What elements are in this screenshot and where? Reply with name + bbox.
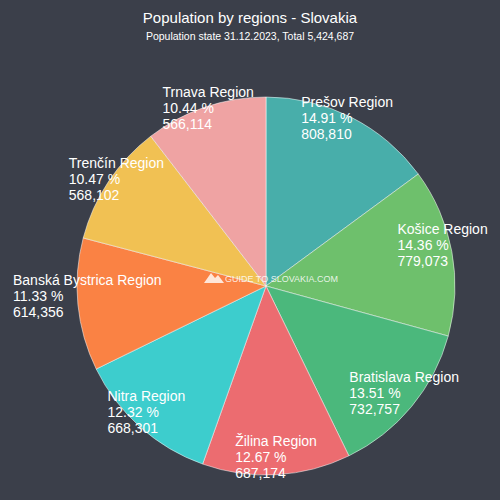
population-label: 614,356 [13, 304, 64, 320]
population-label: 808,810 [301, 126, 352, 142]
category-label: Banská Bystrica Region [13, 272, 162, 288]
value-label: 10.47 % [69, 171, 120, 187]
slice-label: Bratislava Region13.51 %732,757 [349, 369, 459, 417]
data-labels: Prešov Region14.91 %808,810 Košice Region… [13, 84, 488, 481]
value-label: 11.33 % [13, 288, 63, 304]
value-label: 10.44 % [163, 100, 214, 116]
population-label: 566,114 [163, 116, 213, 132]
slice-label: Trenčín Region10.47 %568,102 [69, 155, 164, 203]
watermark: GUIDE TO SLOVAKIA.COM [204, 273, 338, 284]
watermark-text: GUIDE TO SLOVAKIA.COM [225, 274, 338, 284]
category-label: Košice Region [397, 221, 487, 237]
category-label: Prešov Region [301, 94, 393, 110]
chart: Population by regions - Slovakia Populati… [0, 0, 500, 500]
population-label: 687,174 [235, 465, 286, 481]
population-label: 779,073 [397, 253, 448, 269]
slice-label: Prešov Region14.91 %808,810 [301, 94, 393, 142]
subtitle: Population state 31.12.2023, Total 5,424… [146, 30, 354, 42]
value-label: 12.67 % [235, 449, 286, 465]
category-label: Bratislava Region [349, 369, 459, 385]
slice-label: Nitra Region12.32 %668,301 [107, 388, 185, 436]
category-label: Nitra Region [107, 388, 185, 404]
slice-label: Banská Bystrica Region11.33 %614,356 [13, 272, 162, 320]
slice [151, 97, 266, 286]
category-label: Žilina Region [235, 433, 317, 449]
watermark-icon [204, 273, 224, 283]
population-label: 568,102 [69, 187, 120, 203]
population-label: 732,757 [349, 401, 400, 417]
category-label: Trenčín Region [69, 155, 164, 171]
slice-label: Žilina Region12.67 %687,174 [235, 433, 317, 481]
value-label: 13.51 % [349, 385, 400, 401]
value-label: 14.91 % [301, 110, 352, 126]
slice-label: Košice Region14.36 %779,073 [397, 221, 487, 269]
slice-label: Trnava Region10.44 %566,114 [163, 84, 254, 132]
value-label: 12.32 % [107, 404, 158, 420]
background [0, 0, 500, 500]
value-label: 14.36 % [397, 237, 448, 253]
category-label: Trnava Region [163, 84, 254, 100]
population-label: 668,301 [107, 420, 158, 436]
title: Population by regions - Slovakia [143, 9, 358, 26]
